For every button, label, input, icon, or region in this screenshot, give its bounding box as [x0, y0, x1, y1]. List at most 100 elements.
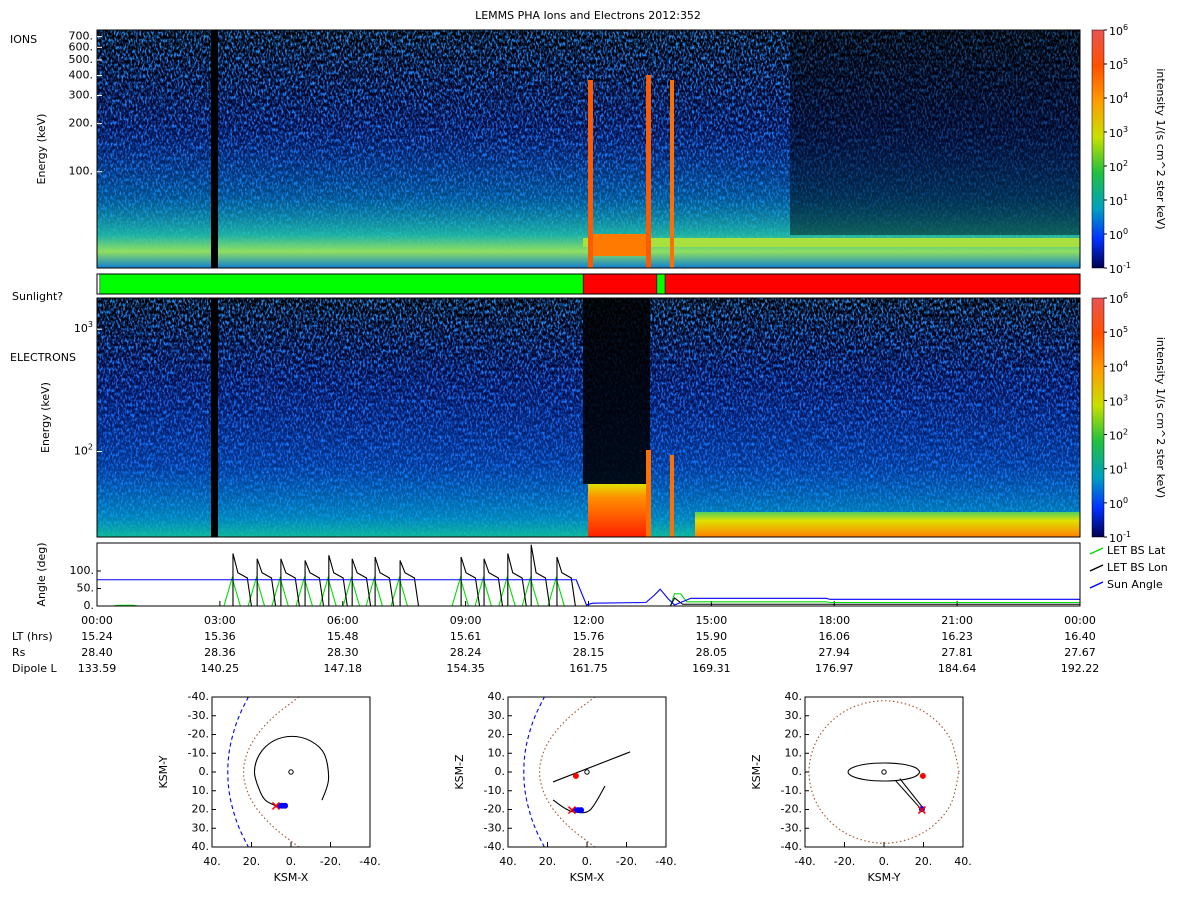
y-tick-label: 0. [792, 765, 803, 778]
x-axis-title: KSM-X [274, 871, 309, 884]
table-cell: 15.36 [204, 630, 236, 643]
spectrogram-band [588, 484, 648, 537]
spectrogram-band [592, 234, 648, 256]
colorbar-tick-label: 103 [1109, 125, 1128, 141]
spectrogram-band [583, 238, 1080, 247]
x-tick-label: 40. [954, 855, 972, 868]
colorbar-tick-label: 102 [1109, 159, 1128, 175]
table-cell: 16.06 [819, 630, 851, 643]
y-tick-label: 600. [69, 40, 94, 53]
legend-label: LET BS Lat [1107, 544, 1166, 557]
tick-exponent: 4 [1123, 359, 1128, 368]
marker-dot [572, 772, 579, 779]
x-tick-label: -40. [359, 855, 380, 868]
x-tick-label: 18:00 [818, 614, 850, 627]
spectrogram-shade [583, 298, 650, 484]
panel-label: IONS [10, 33, 37, 46]
tick-exponent: -1 [1123, 530, 1131, 539]
series-line [253, 735, 330, 807]
plot-frame [96, 29, 1081, 269]
y-axis-title: KSM-Y [157, 755, 170, 788]
panel-label: Sunlight? [12, 290, 63, 303]
colorbar-tick-label: 102 [1109, 427, 1128, 443]
table-cell: 28.30 [327, 646, 359, 659]
x-tick-label: 12:00 [573, 614, 605, 627]
table-cell: 161.75 [569, 662, 608, 675]
colorbar-title: intensity 1/(s cm^2 ster keV) [1154, 337, 1167, 498]
legend-label: Sun Angle [1107, 578, 1163, 591]
table-cell: 140.25 [201, 662, 240, 675]
x-tick-label: -20. [834, 855, 855, 868]
y-tick-label: 0. [495, 765, 506, 778]
y-tick-label: -30. [781, 821, 802, 834]
colorbar-tick-label: 106 [1109, 23, 1128, 39]
x-tick-label: 03:00 [204, 614, 236, 627]
table-cell: 16.40 [1064, 630, 1096, 643]
series-line [539, 696, 596, 848]
table-cell: 27.94 [819, 646, 851, 659]
table-cell: 154.35 [446, 662, 485, 675]
table-cell: 28.40 [81, 646, 113, 659]
table-cell: 15.24 [81, 630, 113, 643]
x-tick-label: 00:00 [1064, 614, 1096, 627]
y-tick-label: 200. [69, 117, 94, 130]
sunlight-segment [664, 273, 1081, 295]
table-cell: 28.15 [573, 646, 605, 659]
x-tick-label: 20. [243, 855, 261, 868]
table-cell: 27.81 [941, 646, 973, 659]
spectrogram-spike [588, 80, 593, 268]
table-cell: 27.67 [1064, 646, 1096, 659]
colorbar-tick-label: 101 [1109, 193, 1128, 209]
x-tick-label: 00:00 [81, 614, 113, 627]
marker-dot [282, 802, 289, 809]
y-tick-label: 30. [192, 821, 210, 834]
spectrogram-spike [646, 450, 651, 537]
y-tick-label: 40. [785, 690, 803, 703]
y-tick-label: -20. [484, 803, 505, 816]
x-tick-label: 21:00 [941, 614, 973, 627]
spectrogram-spike [670, 455, 674, 537]
y-tick-label: -40. [781, 840, 802, 853]
y-tick-label: 10. [192, 784, 210, 797]
series-line [899, 778, 924, 809]
spectrogram-spike [670, 80, 674, 268]
spectrogram-gap [211, 298, 218, 537]
series-line [227, 696, 249, 848]
sunlight-segment [99, 273, 584, 295]
series-line [669, 593, 1080, 607]
table-cell: 16.23 [941, 630, 973, 643]
tick-exponent: 5 [1123, 325, 1128, 334]
series-line [243, 696, 300, 848]
x-axis-title: KSM-Y [867, 871, 900, 884]
tick-exponent: 0 [1123, 227, 1128, 236]
colorbar-tick-label: 100 [1109, 495, 1128, 511]
table-cell: 28.36 [204, 646, 236, 659]
plot-background [212, 697, 370, 847]
plot-frame [96, 273, 1081, 295]
y-tick-label: 700. [69, 30, 94, 43]
tick-exponent: 2 [1123, 427, 1128, 436]
sunlight-segment [656, 273, 666, 295]
x-tick-label: 20. [915, 855, 933, 868]
y-tick-label: 0. [199, 765, 210, 778]
colorbar-tick-label: 105 [1109, 57, 1128, 73]
x-tick-label: -40. [655, 855, 676, 868]
y-tick-label: 40. [488, 690, 506, 703]
legend-swatch [1089, 581, 1104, 589]
tick-exponent: 4 [1123, 91, 1128, 100]
tick-exponent: 3 [1123, 125, 1128, 134]
series-line [808, 700, 960, 844]
colorbar-tick-label: 101 [1109, 461, 1128, 477]
spectrogram-band [695, 512, 1080, 537]
marker-x [917, 806, 926, 815]
legend-swatch [1089, 547, 1104, 555]
y-tick-label: 400. [69, 68, 94, 81]
spectrogram-spike [646, 75, 651, 268]
tick-exponent: -1 [1123, 261, 1131, 270]
colorbar [1091, 29, 1105, 269]
table-cell: 15.48 [327, 630, 359, 643]
y-tick-label: -10. [188, 746, 209, 759]
x-tick-label: 09:00 [450, 614, 482, 627]
